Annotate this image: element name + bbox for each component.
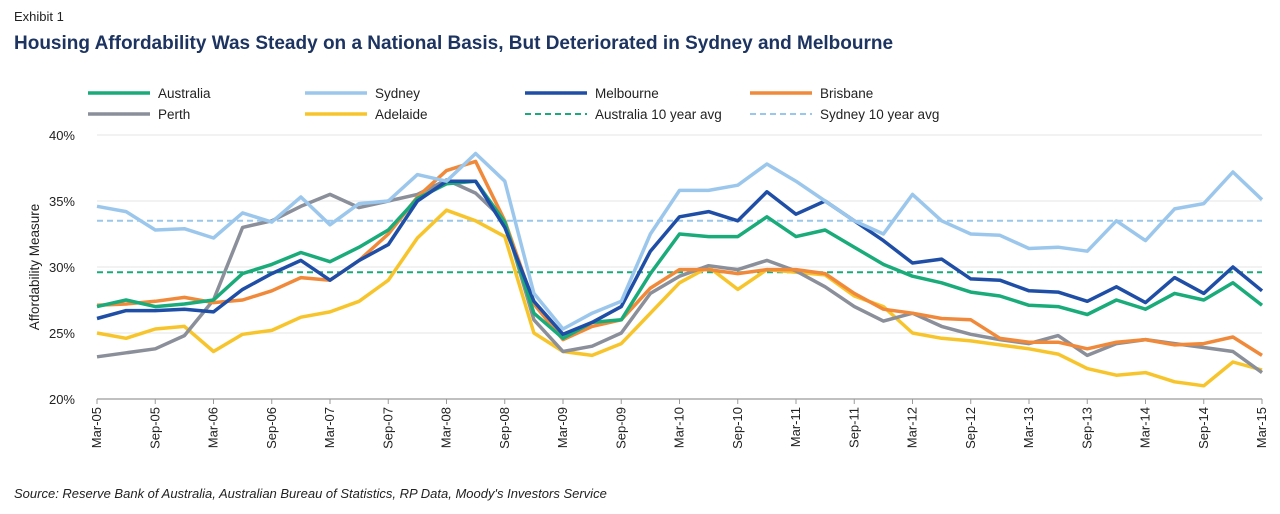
y-tick-labels: 20% 25% 30% 35% 40% [49, 128, 75, 407]
source-note: Source: Reserve Bank of Australia, Austr… [14, 486, 607, 501]
legend-label-brisbane: Brisbane [820, 86, 873, 101]
y-tick-label: 30% [49, 260, 75, 275]
x-tick-label: Sep-06 [264, 407, 279, 449]
x-tick-label: Mar-05 [89, 407, 104, 448]
gridlines [97, 134, 1262, 400]
x-tick-label: Sep-08 [497, 407, 512, 449]
y-tick-label: 25% [49, 326, 75, 341]
legend-label-perth: Perth [158, 107, 190, 122]
series-line-sydney [96, 151, 1264, 331]
x-tick-label: Sep-07 [380, 407, 395, 449]
legend-label-australia-10-year-avg: Australia 10 year avg [595, 107, 722, 122]
x-tick-label: Mar-06 [206, 407, 221, 448]
x-tick-label: Sep-05 [147, 407, 162, 449]
x-tick-label: Mar-12 [905, 407, 920, 448]
x-tick-label: Sep-13 [1079, 407, 1094, 449]
legend-label-adelaide: Adelaide [375, 107, 428, 122]
series-line-brisbane [96, 159, 1263, 357]
legend-label-sydney: Sydney [375, 86, 420, 101]
exhibit-label: Exhibit 1 [14, 9, 64, 24]
series-lines [96, 151, 1264, 388]
legend: Australia Sydney Melbourne Brisbane Perth Ade… [88, 86, 939, 122]
legend-label-australia: Australia [158, 86, 211, 101]
y-axis-label: Affordability Measure [27, 204, 42, 331]
y-tick-label: 35% [49, 194, 75, 209]
x-tick-label: Sep-10 [730, 407, 745, 449]
x-tick-label: Mar-08 [439, 407, 454, 448]
x-tick-label: Mar-15 [1254, 407, 1269, 448]
x-tick-label: Mar-13 [1021, 407, 1036, 448]
series-line-adelaide [96, 208, 1263, 388]
x-tick-label: Sep-11 [846, 407, 861, 448]
series-line-australia [96, 179, 1264, 341]
legend-label-sydney-10-year-avg: Sydney 10 year avg [820, 107, 939, 122]
x-tick-label: Sep-09 [613, 407, 628, 449]
x-tick-label: Mar-07 [322, 407, 337, 448]
x-tick-label: Mar-11 [788, 407, 803, 447]
x-tick-label: Mar-14 [1138, 407, 1153, 448]
series-line-melbourne [96, 179, 1264, 337]
chart-title: Housing Affordability Was Steady on a Na… [14, 33, 894, 54]
x-tick-labels: Mar-05 Sep-05 Mar-06 Sep-06 Mar-07 Sep-07 Mar-… [89, 399, 1269, 449]
x-tick-label: Sep-14 [1196, 407, 1211, 449]
y-tick-label: 20% [49, 392, 75, 407]
x-tick-label: Sep-12 [963, 407, 978, 449]
x-tick-label: Mar-10 [672, 407, 687, 448]
x-tick-label: Mar-09 [555, 407, 570, 448]
y-tick-label: 40% [49, 128, 75, 143]
legend-label-melbourne: Melbourne [595, 86, 659, 101]
series-line-perth [96, 178, 1264, 375]
